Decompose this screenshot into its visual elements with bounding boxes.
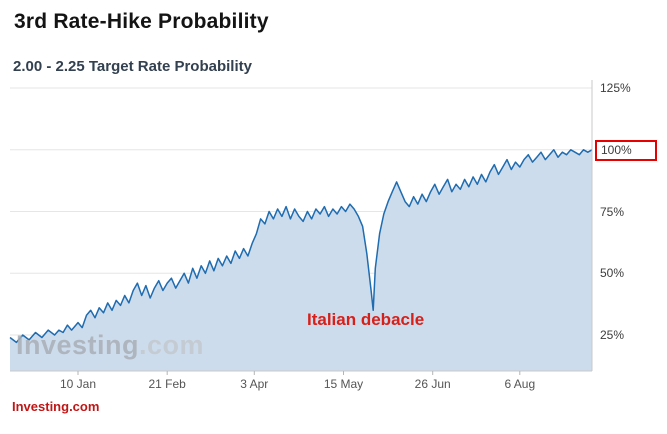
- investing-watermark: Investing.com: [16, 330, 204, 361]
- y-axis-label: 75%: [600, 204, 625, 219]
- page-title: 3rd Rate-Hike Probability: [14, 10, 269, 33]
- y-axis-label: 125%: [600, 81, 631, 95]
- y-axis-label: 100%: [601, 142, 632, 157]
- highlight-box-100pct: 100%: [595, 139, 657, 161]
- watermark-suffix: .com: [139, 330, 205, 360]
- x-axis-label: 3 Apr: [240, 377, 269, 391]
- annotation-italian-debacle: Italian debacle: [307, 310, 425, 329]
- x-axis-label: 21 Feb: [148, 377, 186, 391]
- y-axis-label: 50%: [600, 266, 625, 281]
- x-axis-label: 10 Jan: [59, 377, 97, 391]
- source-credit: Investing.com: [12, 399, 100, 414]
- x-axis-label: 26 Jun: [414, 377, 451, 391]
- x-axis-label: 6 Aug: [504, 377, 536, 391]
- chart-subtitle: 2.00 - 2.25 Target Rate Probability: [13, 58, 252, 75]
- watermark-name: Investing: [16, 330, 140, 360]
- x-axis-label: 15 May: [323, 377, 364, 391]
- y-axis-label: 25%: [600, 328, 625, 342]
